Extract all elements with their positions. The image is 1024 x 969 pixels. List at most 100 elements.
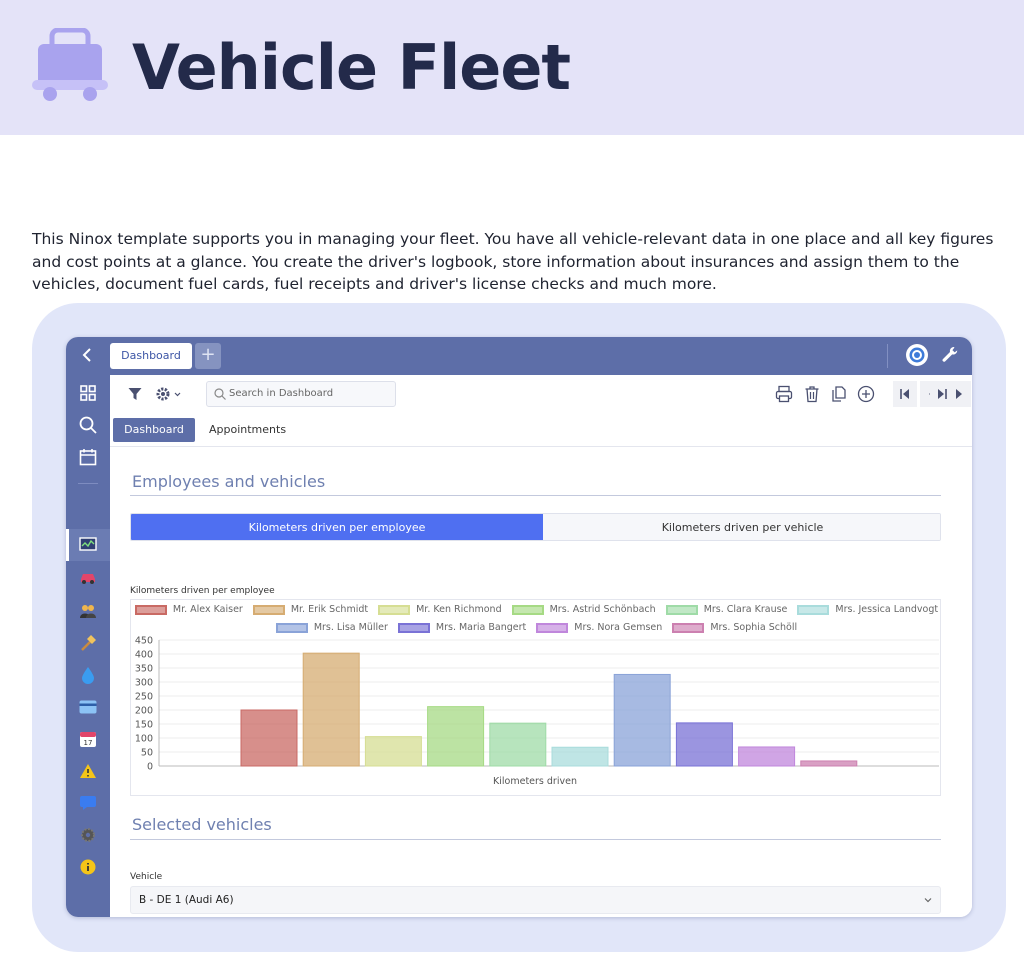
- people-icon: [80, 605, 96, 618]
- section-title-selected: Selected vehicles: [132, 815, 272, 834]
- chat-icon: [80, 796, 96, 810]
- chart-bar[interactable]: [613, 673, 671, 767]
- sidebar-item-info[interactable]: [78, 857, 98, 877]
- legend-item[interactable]: Mrs. Jessica Landvogt: [797, 604, 938, 615]
- last-record-button[interactable]: [930, 381, 954, 407]
- date-icon: 17: [80, 732, 96, 747]
- next-icon: [956, 389, 962, 399]
- y-tick-label: 450: [135, 636, 153, 647]
- legend-label: Mr. Erik Schmidt: [290, 604, 369, 615]
- tab-dashboard[interactable]: Dashboard: [110, 343, 192, 369]
- section-divider: [130, 495, 941, 496]
- first-record-button[interactable]: [893, 381, 917, 407]
- chart-legend-row: Mr. Alex Kaiser Mr. Erik Schmidt Mr. Ken R…: [131, 604, 942, 615]
- legend-label: Mrs. Clara Krause: [703, 604, 788, 615]
- legend-swatch: [252, 604, 285, 615]
- luggage-cart-icon: [32, 28, 108, 101]
- chart-bar[interactable]: [675, 722, 733, 767]
- warning-icon: [80, 764, 96, 778]
- back-icon[interactable]: [78, 345, 98, 365]
- chevron-down-icon: [924, 898, 932, 903]
- tab-dashboard-view[interactable]: Dashboard: [113, 418, 195, 442]
- sidebar-item-dashboard[interactable]: [78, 535, 98, 555]
- legend-item[interactable]: Mrs. Clara Krause: [665, 604, 788, 615]
- section-divider: [130, 839, 941, 840]
- legend-label: Mrs. Jessica Landvogt: [835, 604, 939, 615]
- monitor-chart-icon: [79, 537, 97, 551]
- grid-icon: [80, 385, 96, 401]
- legend-item[interactable]: Mr. Ken Richmond: [378, 604, 502, 615]
- add-tab-button[interactable]: +: [195, 343, 221, 369]
- sidebar-item-appointments[interactable]: 17: [78, 729, 98, 749]
- toolbar: Search in Dashboard: [110, 375, 972, 415]
- copy-icon[interactable]: [830, 385, 848, 403]
- plus-circle-icon[interactable]: [857, 385, 875, 403]
- segment-per-employee[interactable]: Kilometers driven per employee: [131, 514, 543, 540]
- y-tick-label: 300: [135, 678, 153, 689]
- legend-item[interactable]: Mrs. Sophia Schöll: [672, 622, 797, 633]
- page-title: Vehicle Fleet: [132, 31, 571, 104]
- vehicle-select[interactable]: B - DE 1 (Audi A6): [130, 886, 941, 914]
- legend-item[interactable]: Mrs. Lisa Müller: [275, 622, 388, 633]
- top-bar: Dashboard +: [66, 337, 972, 375]
- chart-bar[interactable]: [427, 706, 485, 767]
- print-icon[interactable]: [775, 385, 793, 403]
- chart-bar[interactable]: [551, 746, 609, 767]
- search-icon: [214, 388, 226, 400]
- y-tick-label: 100: [135, 734, 153, 745]
- legend-swatch: [536, 622, 569, 633]
- chart-container: Mr. Alex Kaiser Mr. Erik Schmidt Mr. Ken R…: [130, 599, 941, 796]
- tab-appointments[interactable]: Appointments: [209, 423, 287, 436]
- sidebar-item-calendar[interactable]: [78, 447, 98, 467]
- y-tick-label: 150: [135, 720, 153, 731]
- sidebar-item-messages[interactable]: [78, 793, 98, 813]
- sidebar-item-employees[interactable]: [78, 601, 98, 621]
- sidebar-item-cards[interactable]: [78, 697, 98, 717]
- chart-legend-row: Mrs. Lisa Müller Mrs. Maria Bangert Mrs. N…: [131, 622, 942, 633]
- last-icon: [938, 389, 947, 399]
- segment-per-vehicle[interactable]: Kilometers driven per vehicle: [543, 514, 940, 540]
- chart-bar[interactable]: [800, 760, 858, 767]
- hero-banner: Vehicle Fleet: [0, 0, 1024, 135]
- chart-bar[interactable]: [240, 709, 298, 767]
- chart-title: Kilometers driven per employee: [130, 586, 275, 596]
- chart-bar[interactable]: [302, 652, 360, 767]
- legend-swatch: [275, 622, 308, 633]
- y-tick-label: 250: [135, 692, 153, 703]
- legend-label: Mr. Ken Richmond: [416, 604, 502, 615]
- gear-dropdown-icon[interactable]: [156, 386, 182, 402]
- target-icon[interactable]: [905, 343, 929, 367]
- credit-card-icon: [79, 700, 97, 714]
- chart-bar[interactable]: [364, 736, 422, 767]
- sidebar-item-grid[interactable]: [78, 383, 98, 403]
- legend-swatch: [672, 622, 705, 633]
- sidebar-item-settings[interactable]: [78, 825, 98, 845]
- search-input[interactable]: Search in Dashboard: [206, 381, 396, 407]
- legend-label: Mrs. Nora Gemsen: [574, 622, 663, 633]
- legend-label: Mrs. Maria Bangert: [435, 622, 527, 633]
- wrench-icon[interactable]: [940, 345, 960, 365]
- chart-bar[interactable]: [489, 722, 547, 767]
- legend-item[interactable]: Mrs. Maria Bangert: [397, 622, 527, 633]
- legend-swatch: [397, 622, 430, 633]
- legend-swatch: [797, 604, 830, 615]
- sidebar-item-tools[interactable]: [78, 633, 98, 653]
- y-tick-label: 400: [135, 650, 153, 661]
- trash-icon[interactable]: [803, 385, 821, 403]
- gear-icon: [81, 828, 95, 842]
- chart-bar[interactable]: [738, 746, 796, 767]
- sidebar-item-search[interactable]: [78, 415, 98, 435]
- sidebar-item-vehicles[interactable]: [78, 568, 98, 588]
- sidebar-item-fuel[interactable]: [78, 665, 98, 685]
- view-tabs: Dashboard Appointments: [110, 415, 972, 447]
- sidebar-item-warnings[interactable]: [78, 761, 98, 781]
- legend-item[interactable]: Mrs. Nora Gemsen: [536, 622, 662, 633]
- section-title-employees: Employees and vehicles: [132, 472, 326, 491]
- legend-swatch: [134, 604, 167, 615]
- legend-item[interactable]: Mr. Erik Schmidt: [252, 604, 369, 615]
- filter-icon[interactable]: [128, 387, 142, 401]
- calendar-icon: [79, 449, 97, 466]
- legend-item[interactable]: Mr. Alex Kaiser: [134, 604, 243, 615]
- legend-item[interactable]: Mrs. Astrid Schönbach: [511, 604, 656, 615]
- sidebar-divider: [78, 483, 98, 484]
